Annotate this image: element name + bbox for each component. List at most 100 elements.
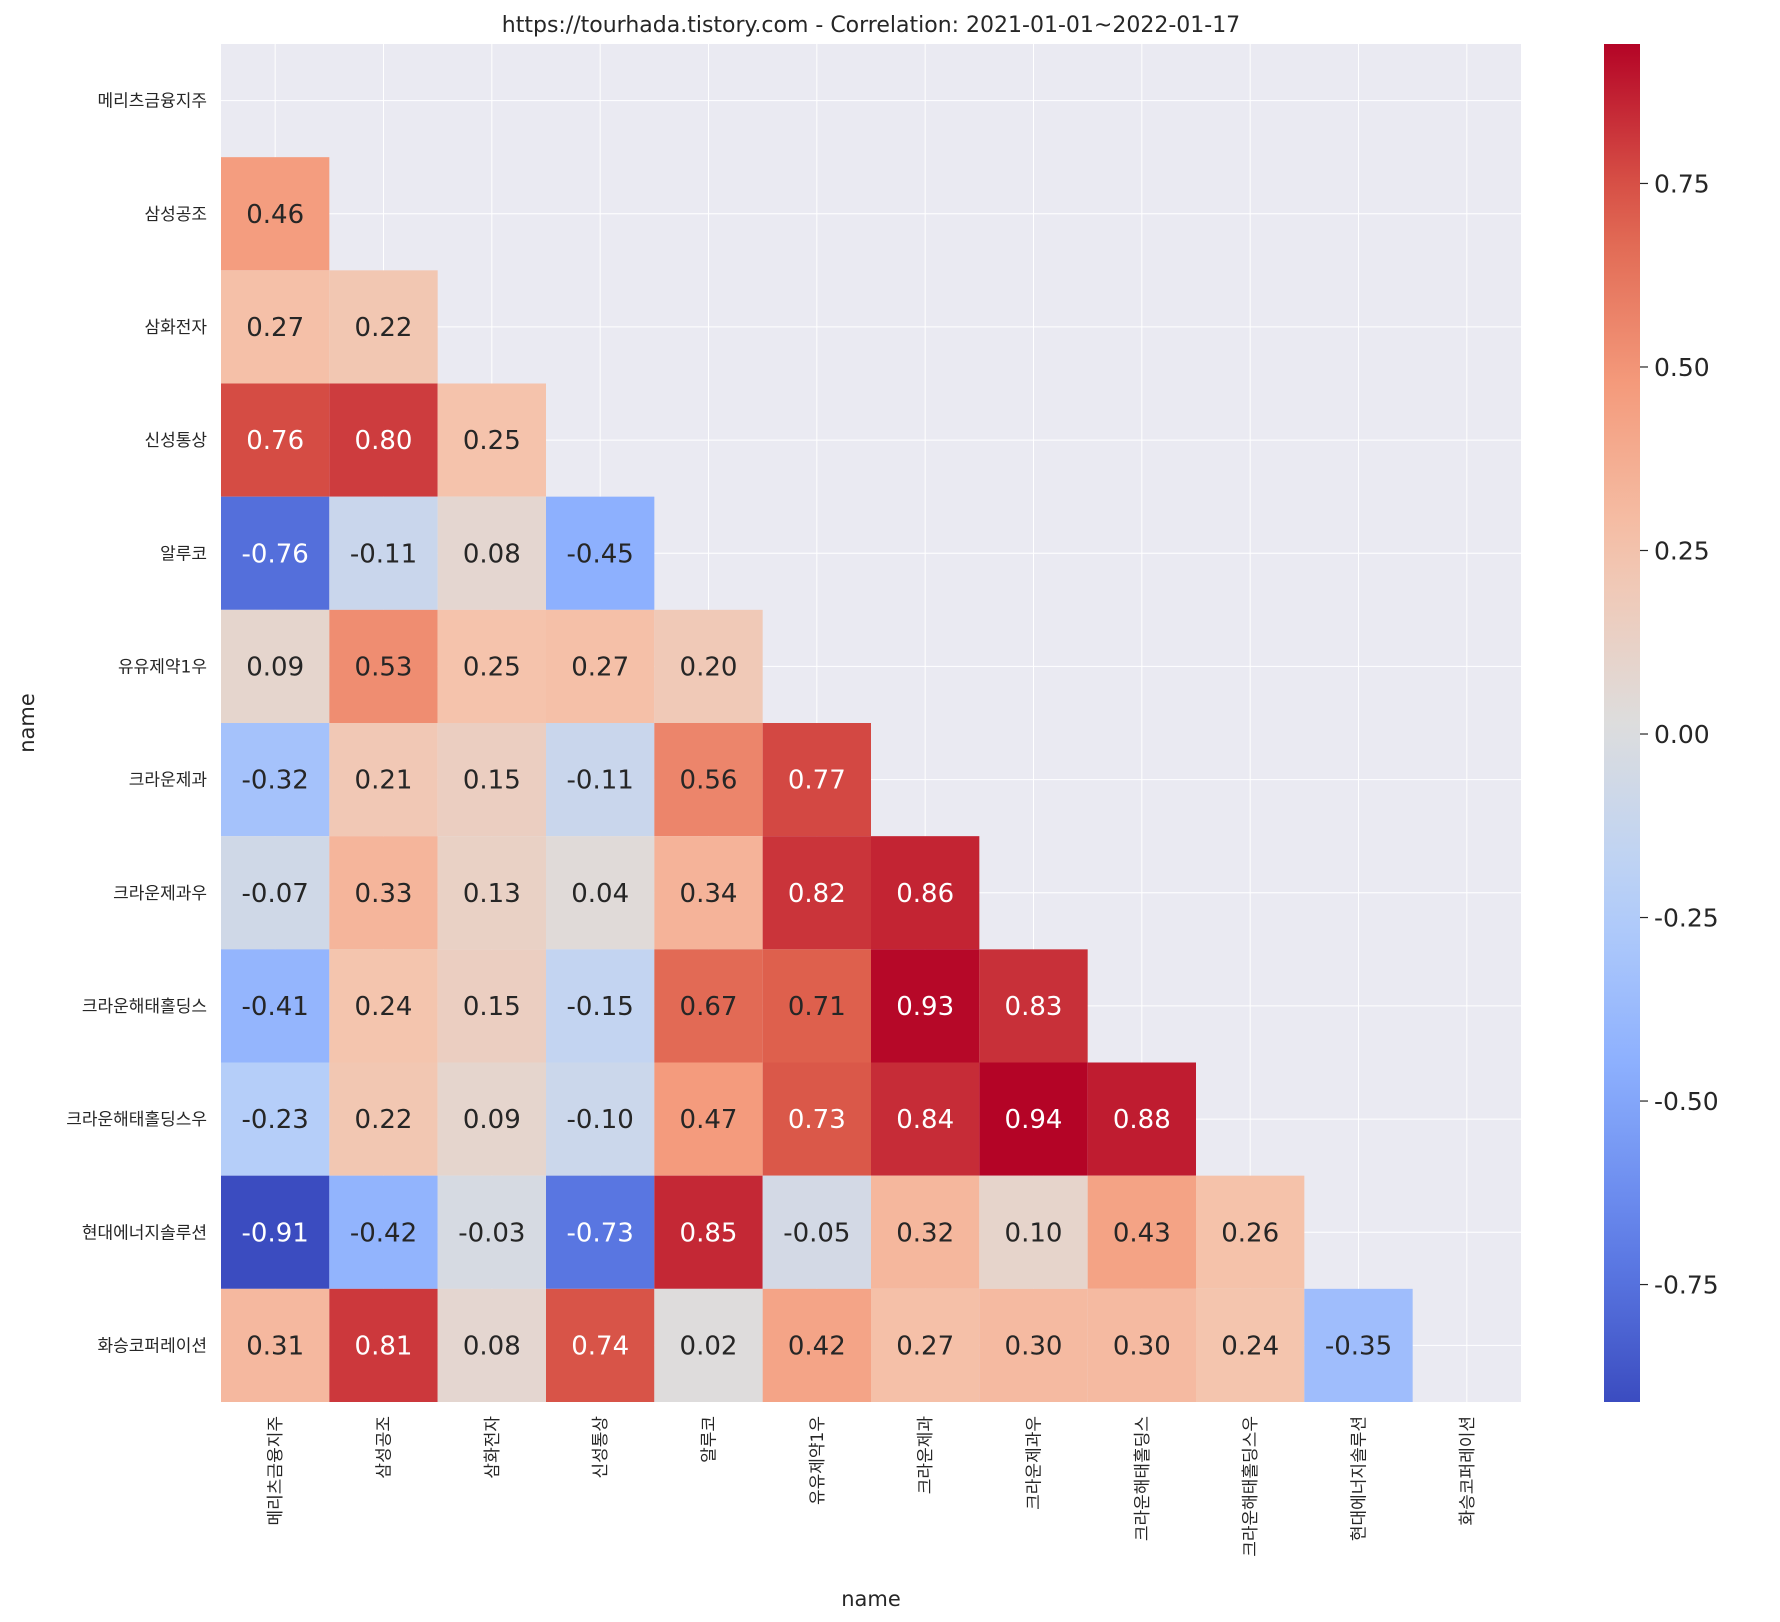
colorbar-tick-label: -0.75: [1654, 1271, 1719, 1300]
cell-value-label: -0.10: [567, 1105, 634, 1135]
x-tick-label: 현대에너지솔루션: [1350, 1416, 1370, 1541]
x-tick-label: 화승코퍼레이션: [1458, 1416, 1478, 1525]
cell-value-label: 0.04: [571, 879, 629, 909]
heatmap-cell: [437, 609, 546, 723]
heatmap-cell: [221, 270, 330, 384]
cell-value-label: -0.11: [350, 539, 417, 569]
cell-value-label: 0.25: [463, 426, 521, 456]
cell-value-label: 0.46: [246, 200, 304, 230]
cell-value-label: 0.85: [680, 1218, 738, 1248]
heatmap-cell: [221, 383, 330, 497]
heatmap-cell: [871, 1175, 980, 1289]
y-tick-label: 크라운해태홀딩스우: [66, 1110, 207, 1130]
cell-value-label: 0.09: [246, 652, 304, 682]
heatmap-cell: [979, 1175, 1088, 1289]
y-tick-label: 알루코: [160, 544, 207, 564]
colorbar-gradient: [1604, 44, 1640, 1402]
y-tick-label: 유유제약1우: [118, 657, 207, 677]
cell-value-label: -0.73: [567, 1218, 634, 1248]
cell-value-label: 0.76: [246, 426, 304, 456]
cell-value-label: 0.08: [463, 1331, 521, 1361]
heatmap-cell: [1087, 1175, 1196, 1289]
x-tick-label: 크라운제과우: [1025, 1416, 1045, 1510]
y-tick-label: 메리츠금융지주: [98, 92, 207, 112]
cell-value-label: 0.27: [571, 652, 629, 682]
cell-value-label: 0.30: [1113, 1331, 1171, 1361]
heatmap-cell: [654, 609, 763, 723]
heatmap-cell: [762, 949, 871, 1063]
y-tick-label: 삼화전자: [144, 318, 207, 338]
heatmap-cell: [546, 496, 655, 610]
cell-value-label: -0.15: [567, 992, 634, 1022]
heatmap-cell: [762, 1175, 871, 1289]
heatmap-cell: [221, 1175, 330, 1289]
heatmap-cell: [979, 949, 1088, 1063]
cell-value-label: 0.81: [355, 1331, 413, 1361]
cell-value-label: 0.20: [680, 652, 738, 682]
cell-value-label: -0.03: [458, 1218, 525, 1248]
heatmap-cell: [1087, 1062, 1196, 1176]
heatmap-cell: [329, 836, 438, 950]
heatmap-cell: [654, 949, 763, 1063]
cell-value-label: 0.32: [896, 1218, 954, 1248]
heatmap-cell: [871, 949, 980, 1063]
heatmap-cell: [762, 836, 871, 950]
heatmap-cell: [329, 723, 438, 837]
y-axis-label: name: [15, 693, 39, 753]
y-tick-label: 삼성공조: [144, 205, 207, 225]
heatmap-cell: [329, 1288, 438, 1402]
cell-value-label: 0.31: [246, 1331, 304, 1361]
cell-value-label: -0.07: [242, 879, 309, 909]
colorbar-tick-label: 0.50: [1654, 353, 1710, 382]
cell-value-label: -0.45: [567, 539, 634, 569]
heatmap-cell: [437, 949, 546, 1063]
cell-value-label: 0.15: [463, 766, 521, 796]
cell-value-label: -0.76: [242, 539, 309, 569]
cell-value-label: 0.27: [896, 1331, 954, 1361]
heatmap-cell: [329, 383, 438, 497]
cell-value-label: 0.10: [1005, 1218, 1063, 1248]
cell-value-label: 0.56: [680, 766, 738, 796]
cell-value-label: 0.25: [463, 652, 521, 682]
cell-value-label: 0.13: [463, 879, 521, 909]
heatmap-cell: [437, 383, 546, 497]
cell-value-label: 0.86: [896, 879, 954, 909]
heatmap-cell: [546, 1288, 655, 1402]
cell-value-label: 0.30: [1005, 1331, 1063, 1361]
cell-value-label: 0.15: [463, 992, 521, 1022]
heatmap-cell: [329, 496, 438, 610]
heatmap-cell: [654, 836, 763, 950]
cell-value-label: 0.08: [463, 539, 521, 569]
heatmap-cell: [871, 1288, 980, 1402]
cell-value-label: -0.35: [1325, 1331, 1392, 1361]
cell-value-label: 0.24: [1221, 1331, 1279, 1361]
x-tick-label: 크라운해태홀딩스우: [1241, 1416, 1261, 1557]
heatmap-cell: [979, 1288, 1088, 1402]
heatmap-cell: [329, 1062, 438, 1176]
colorbar-tick-label: 0.00: [1654, 720, 1710, 749]
heatmap-cell: [654, 1288, 763, 1402]
heatmap-cell: [546, 1175, 655, 1289]
cell-value-label: 0.73: [788, 1105, 846, 1135]
x-tick-label: 메리츠금융지주: [266, 1416, 286, 1525]
cell-value-label: 0.80: [355, 426, 413, 456]
y-tick-label: 화승코퍼레이션: [98, 1336, 207, 1356]
cell-value-label: 0.47: [680, 1105, 738, 1135]
cell-value-label: 0.84: [896, 1105, 954, 1135]
cell-value-label: -0.32: [242, 766, 309, 796]
heatmap-cell: [762, 723, 871, 837]
y-tick-label: 크라운제과우: [113, 884, 207, 904]
heatmap-cell: [437, 496, 546, 610]
heatmap-plot-area: 0.46 0.27 0.22 0.76 0.80 0.25 -0.76 -0.11 0.08 -0…: [66, 44, 1521, 1557]
heatmap-cell: [979, 1062, 1088, 1176]
heatmap-cell: [437, 1288, 546, 1402]
y-tick-label: 크라운해태홀딩스: [82, 997, 207, 1017]
heatmap-cell: [437, 1062, 546, 1176]
heatmap-cell: [1196, 1288, 1305, 1402]
y-tick-label: 크라운제과: [129, 771, 208, 791]
heatmap-cell: [1196, 1175, 1305, 1289]
cell-value-label: 0.34: [680, 879, 738, 909]
x-tick-label: 크라운해태홀딩스: [1133, 1416, 1153, 1541]
cell-value-label: -0.41: [242, 992, 309, 1022]
